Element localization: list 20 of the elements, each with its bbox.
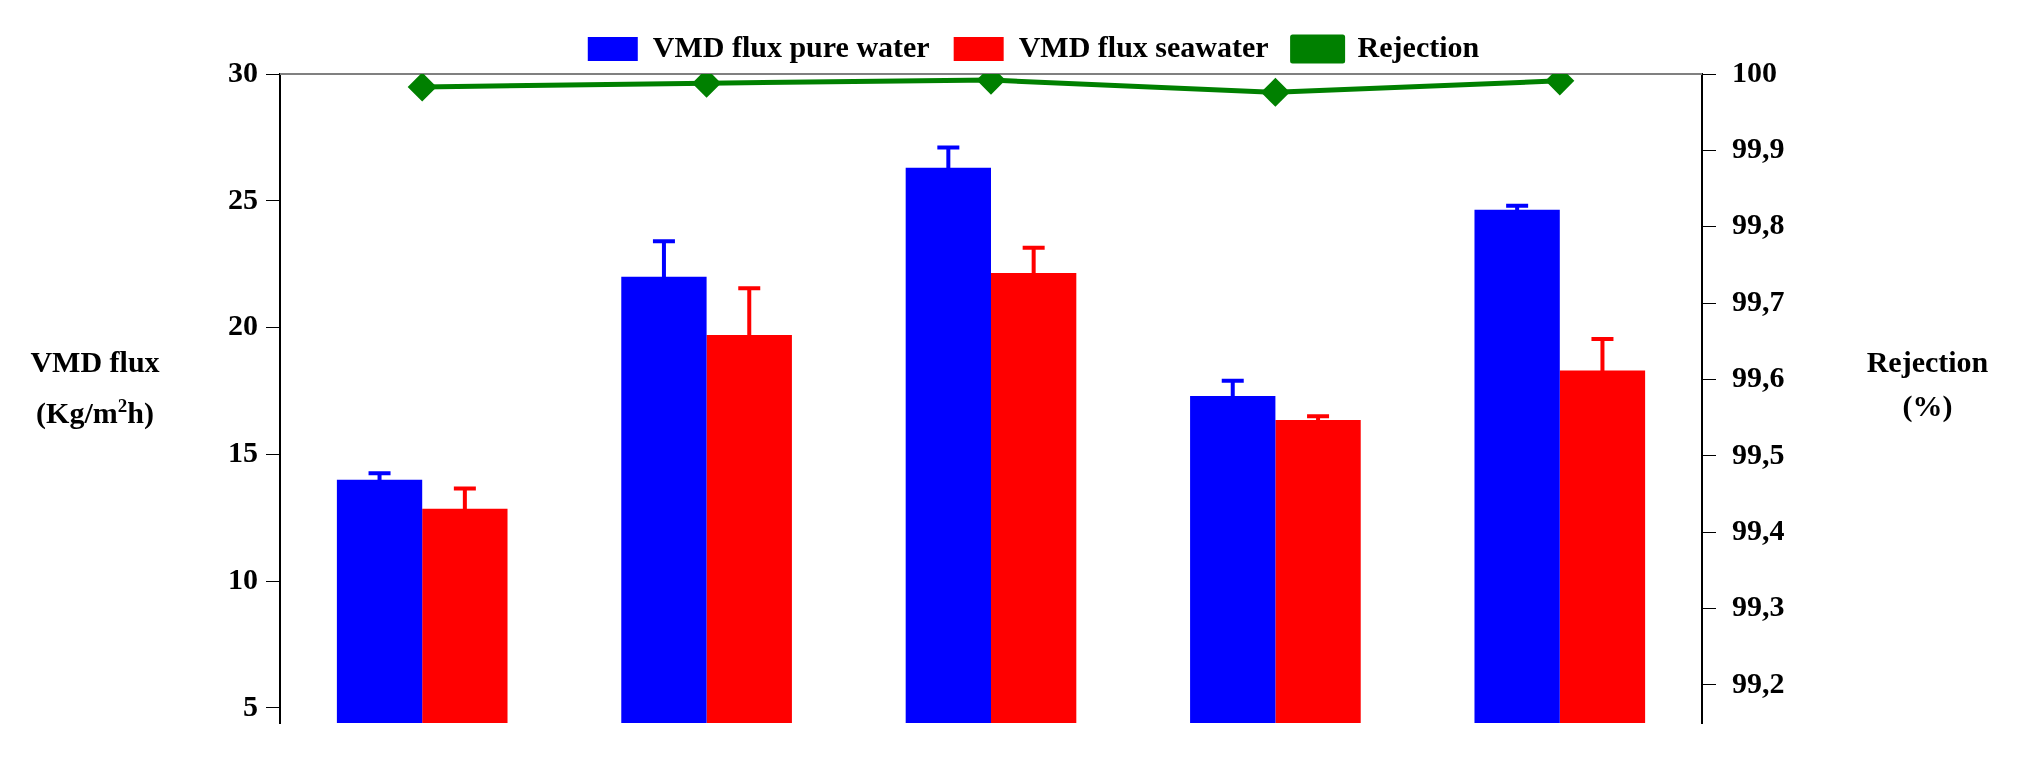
y-axis-title: VMD flux (Kg/m$^{2}$h) (29, 344, 161, 431)
y2-tick-label: 99,4 (1732, 512, 1785, 546)
y2-axis-title: Rejection (%) (1865, 344, 1990, 424)
y-tick-label: 25 (228, 181, 258, 215)
y-tick-label: 15 (228, 435, 258, 469)
legend-label: VMD flux pure water (652, 29, 930, 63)
legend-label: Rejection (1357, 29, 1480, 63)
y-tick-label: 30 (228, 54, 258, 88)
y-tick-label: 20 (228, 308, 258, 342)
y-tick-label: 10 (228, 561, 258, 595)
y2-tick-label: 99,2 (1732, 665, 1785, 699)
y-tick-label: 5 (243, 688, 258, 722)
legend-label: VMD flux seawater (1018, 29, 1269, 63)
y2-tick-label: 99,6 (1732, 360, 1785, 394)
y2-tick-label: 100 (1732, 54, 1777, 88)
y2-tick-label: 99,9 (1732, 131, 1785, 165)
y2-tick-label: 99,5 (1732, 436, 1785, 470)
y2-tick-label: 99,8 (1732, 207, 1785, 241)
y2-tick-label: 99,3 (1732, 589, 1785, 623)
y2-tick-label: 99,7 (1732, 283, 1785, 317)
